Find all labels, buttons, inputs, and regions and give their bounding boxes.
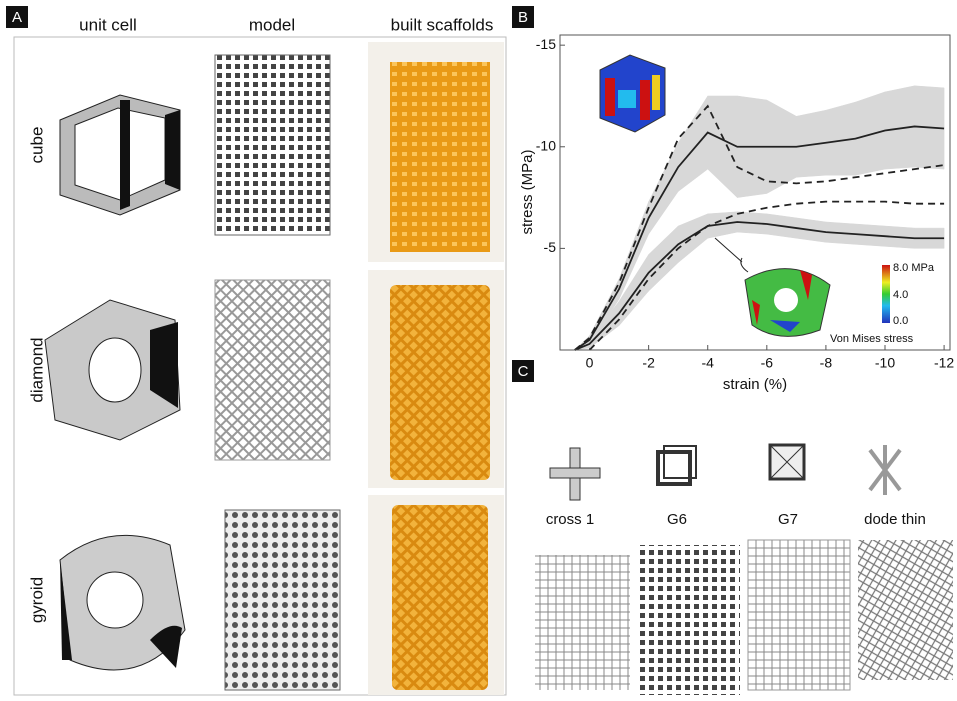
annotation: Von Mises stress — [830, 333, 914, 345]
arrow — [715, 238, 742, 262]
x-tick-label: -8 — [820, 355, 833, 371]
lattice — [535, 555, 630, 690]
column-header: unit cell — [79, 15, 137, 34]
colorbar — [882, 265, 890, 323]
structure-label: G6 — [667, 511, 687, 528]
x-tick-label: -2 — [642, 355, 655, 371]
unit-icon — [550, 445, 900, 500]
inset-gyroid — [745, 269, 830, 337]
annotation: 0.0 — [893, 315, 908, 327]
y-axis-label: stress (MPa) — [519, 149, 536, 234]
unit-cell-diamond — [45, 300, 180, 440]
inset-cube — [600, 55, 665, 132]
row-label: diamond — [27, 337, 46, 402]
x-tick-label: -10 — [875, 355, 895, 371]
structure-label: cross 1 — [546, 511, 594, 528]
column-header: model — [249, 15, 295, 34]
scaffold-gyroid — [392, 505, 488, 690]
row-label: gyroid — [27, 577, 46, 623]
unit-cell-cube — [60, 95, 180, 215]
model-cube — [215, 55, 330, 235]
panel-label: B — [518, 9, 528, 26]
error-band — [708, 96, 738, 198]
structure-label: G7 — [778, 511, 798, 528]
error-band — [678, 214, 708, 263]
x-tick-label: -4 — [702, 355, 715, 371]
unit-cell-gyroid — [60, 535, 185, 670]
annotation: 8.0 MPa — [893, 262, 935, 274]
x-tick-label: -6 — [761, 355, 774, 371]
x-tick-label: 0 — [586, 355, 594, 371]
error-band — [649, 143, 679, 234]
lattice — [858, 540, 953, 680]
y-tick-label: -10 — [536, 137, 556, 153]
error-band — [678, 96, 708, 192]
error-band — [855, 92, 885, 175]
model-gyroid — [225, 510, 340, 690]
y-tick-label: -15 — [536, 36, 556, 52]
column-header: built scaffolds — [391, 15, 494, 34]
scaffold-diamond — [390, 285, 490, 480]
panel-label: C — [518, 363, 529, 380]
annotation: 4.0 — [893, 289, 908, 301]
x-tick-label: -12 — [934, 355, 954, 371]
scaffold-cube — [390, 62, 490, 252]
lattice — [640, 545, 740, 695]
structure-label: dode thin — [864, 511, 926, 528]
figure: A unit cell model built scaffolds cube d… — [0, 0, 957, 701]
model-diamond — [215, 280, 330, 460]
plot: -15 -10 -5 0 -2 -4 -6 -8 -10 -12 — [536, 36, 955, 371]
row-label: cube — [27, 127, 46, 164]
arrow — [741, 258, 748, 272]
y-tick-label: -5 — [544, 239, 557, 255]
x-axis-label: strain (%) — [723, 376, 787, 393]
lattice — [748, 540, 850, 690]
panel-label: A — [12, 9, 22, 26]
